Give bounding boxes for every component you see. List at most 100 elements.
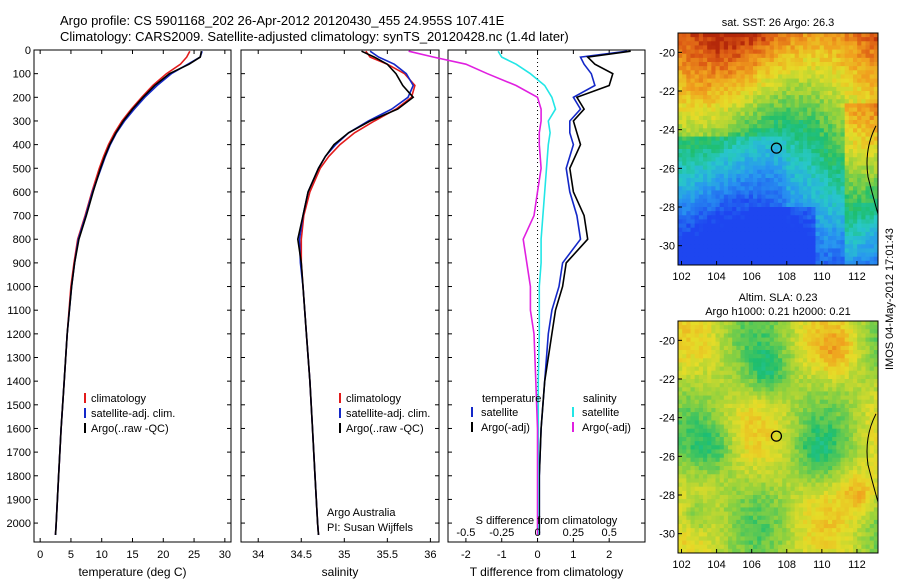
map-cell xyxy=(811,482,817,488)
map-cell xyxy=(736,198,742,204)
map-cell xyxy=(840,161,846,167)
map-cell xyxy=(719,244,725,250)
map-cell xyxy=(786,370,792,376)
map-cell xyxy=(678,173,683,179)
map-cell xyxy=(786,124,792,129)
map-cell xyxy=(873,428,878,434)
map-cell xyxy=(853,153,858,158)
map-cell xyxy=(869,354,875,359)
map-cell xyxy=(678,103,683,109)
map-cell xyxy=(840,240,846,245)
map-cell xyxy=(823,366,829,372)
map-cell xyxy=(761,57,767,63)
map-cell xyxy=(707,120,712,125)
map-cell xyxy=(790,215,796,221)
map-cell xyxy=(778,441,783,446)
map-cell xyxy=(798,165,804,171)
map-cell xyxy=(761,78,767,84)
map-cell xyxy=(873,399,878,405)
map-cell xyxy=(765,165,771,171)
map-cell xyxy=(857,379,862,384)
map-cell xyxy=(744,345,750,351)
map-cell xyxy=(811,507,817,513)
map-cell xyxy=(819,41,825,47)
map-cell xyxy=(719,432,725,438)
map-cell xyxy=(844,412,850,417)
map-cell xyxy=(869,231,875,237)
map-cell xyxy=(715,70,721,76)
map-cell xyxy=(682,120,687,125)
map-cell xyxy=(840,441,846,446)
map-cell xyxy=(711,474,717,480)
map-cell xyxy=(686,358,692,364)
map-cell xyxy=(836,78,842,84)
map-cell xyxy=(798,95,804,100)
map-cell xyxy=(823,103,829,109)
map-cell xyxy=(840,124,846,129)
map-cell xyxy=(765,128,771,134)
map-cell xyxy=(828,515,833,521)
map-cell xyxy=(686,136,692,142)
map-cell xyxy=(873,366,878,372)
map-cell xyxy=(790,37,796,42)
map-cell xyxy=(769,482,775,488)
map-cell xyxy=(798,70,804,76)
map-cell xyxy=(819,256,825,262)
map-cell xyxy=(711,107,717,113)
map-cell xyxy=(832,424,837,430)
map-cell xyxy=(790,482,796,488)
map-cell xyxy=(728,457,733,463)
map-cell xyxy=(853,91,858,96)
map-cell xyxy=(790,466,796,471)
map-cell xyxy=(790,325,796,330)
map-cell xyxy=(807,383,812,388)
map-cell xyxy=(753,412,758,417)
map-cell xyxy=(703,45,708,51)
map-cell xyxy=(828,86,833,92)
map-cell xyxy=(711,391,717,397)
map-cell xyxy=(719,57,725,63)
map-cell xyxy=(736,474,742,480)
map-cell xyxy=(703,231,708,237)
map-cell xyxy=(823,194,829,200)
map-cell xyxy=(703,354,708,359)
map-cell xyxy=(740,107,746,113)
map-cell xyxy=(698,223,704,229)
map-cell xyxy=(798,37,804,42)
map-cell xyxy=(861,248,867,254)
map-cell xyxy=(707,395,712,401)
map-cell xyxy=(757,354,762,359)
map-cell xyxy=(757,57,762,63)
map-cell xyxy=(711,140,717,146)
map-cell xyxy=(836,140,842,146)
map-cell xyxy=(715,78,721,84)
map-cell xyxy=(853,173,858,179)
map-cell xyxy=(757,128,762,134)
map-cell xyxy=(832,321,837,326)
map-cell xyxy=(873,140,878,146)
map-cell xyxy=(778,53,783,59)
map-cell xyxy=(744,453,750,459)
map-cell xyxy=(748,428,754,434)
map-cell xyxy=(803,70,808,76)
map-cell xyxy=(769,503,775,509)
map-cell xyxy=(686,231,692,237)
map-cell xyxy=(798,190,804,196)
map-cell xyxy=(823,157,829,163)
map-cell xyxy=(832,231,837,237)
map-cell xyxy=(840,416,846,422)
map-cell xyxy=(736,45,742,51)
map-cell xyxy=(757,53,762,59)
map-cell xyxy=(815,445,821,451)
map-cell xyxy=(728,445,733,451)
map-cell xyxy=(823,128,829,134)
map-cell xyxy=(773,395,779,401)
map-cell xyxy=(811,333,817,339)
map-cell xyxy=(786,441,792,446)
map-cell xyxy=(678,424,683,430)
map-cell xyxy=(819,474,825,480)
map-cell xyxy=(873,379,878,384)
map-cell xyxy=(744,379,750,384)
map-cell xyxy=(698,408,704,413)
map-cell xyxy=(757,219,762,225)
